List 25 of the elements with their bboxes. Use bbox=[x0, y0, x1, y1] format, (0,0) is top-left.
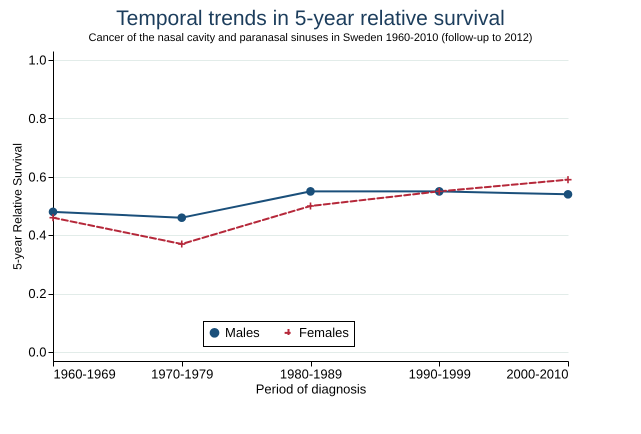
y-tick-label: 0.4 bbox=[28, 228, 46, 243]
x-tick-label: 1980-1989 bbox=[280, 366, 342, 382]
y-axis-title: 5-year Relative Survival bbox=[10, 143, 24, 270]
legend-label: Females bbox=[299, 324, 350, 340]
point bbox=[564, 175, 572, 184]
point bbox=[48, 213, 58, 222]
point bbox=[177, 240, 186, 248]
legend-label: Males bbox=[225, 324, 260, 340]
y-tick-label: 0.8 bbox=[28, 110, 46, 126]
y-tick-label: 1.0 bbox=[28, 52, 46, 68]
x-tick-label: 1990-1999 bbox=[408, 366, 471, 382]
point bbox=[306, 202, 315, 210]
point bbox=[177, 213, 186, 222]
point bbox=[564, 190, 572, 199]
chart-title: Temporal trends in 5-year relative survival bbox=[116, 7, 505, 30]
x-tick-label: 1960-1969 bbox=[54, 366, 116, 382]
point bbox=[48, 208, 58, 216]
x-tick-label: 2000-2010 bbox=[506, 366, 568, 382]
x-axis-title: Period of diagnosis bbox=[256, 382, 367, 396]
y-tick-label: 0.0 bbox=[28, 344, 46, 360]
chart-subtitle: Cancer of the nasal cavity and paranasal sinuses in Sweden 1960-2010 (follow-up to 2012) bbox=[88, 32, 532, 44]
x-tick-label: 1970-1979 bbox=[151, 366, 214, 382]
point bbox=[306, 187, 315, 196]
y-tick-label: 0.2 bbox=[28, 286, 46, 302]
y-tick-label: 0.6 bbox=[28, 169, 46, 184]
